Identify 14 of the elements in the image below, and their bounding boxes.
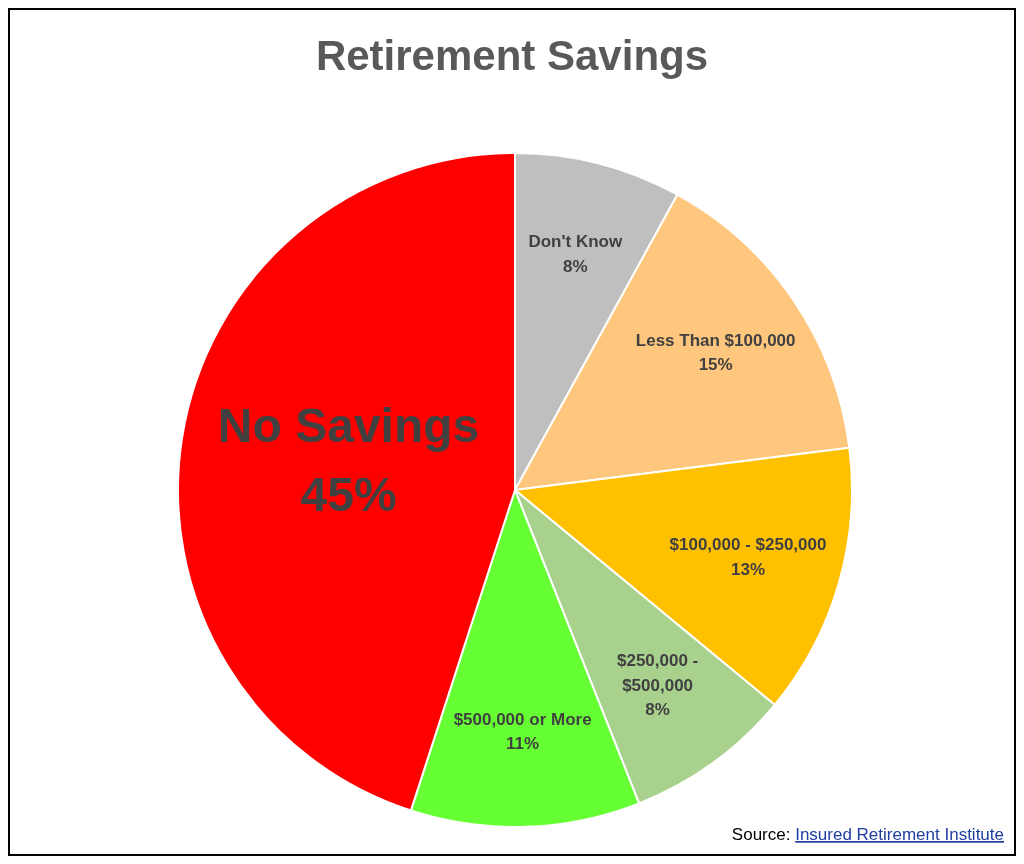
data-label: 8% [563, 256, 588, 276]
slice-label: $500,000 or More [453, 709, 592, 729]
source-note: Source: Insured Retirement Institute [731, 825, 1004, 844]
data-label: 45% [300, 468, 397, 522]
data-label: 8% [645, 700, 670, 720]
slice-label: Don't Know [528, 232, 623, 252]
data-label: 13% [730, 559, 766, 579]
slice-label: $250,000 - $500,000 [616, 651, 699, 695]
data-label: 11% [506, 734, 540, 754]
slice-label: No Savings [217, 398, 480, 452]
slice-label: Less Than $100,000 [635, 330, 796, 350]
data-label: 15% [698, 355, 733, 375]
slice-label: $100,000 - $250,000 [669, 534, 827, 554]
chart-title: Retirement Savings [315, 32, 709, 79]
